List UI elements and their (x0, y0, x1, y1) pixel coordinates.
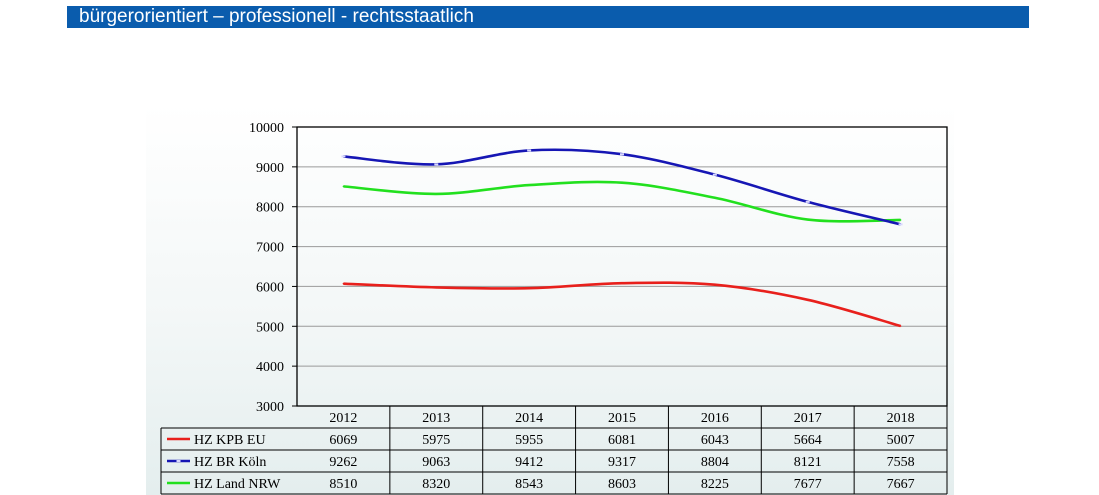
legend-label: HZ KPB EU (194, 433, 266, 448)
data-label: 9412 (515, 455, 543, 470)
x-tick-label: 2017 (794, 411, 822, 426)
series-line (343, 281, 901, 328)
plot-border (296, 126, 948, 407)
data-label: 8543 (515, 477, 543, 492)
x-tick-label: 2014 (515, 411, 543, 426)
series-line (343, 180, 901, 223)
data-point (899, 219, 902, 221)
data-label: 5664 (794, 433, 822, 448)
y-tick-label: 7000 (256, 241, 284, 256)
data-label: 8510 (329, 477, 357, 492)
y-tick-label: 8000 (256, 201, 284, 216)
y-axis-ticks: 3000 4000 5000 6000 7000 8000 9000 10000 (249, 121, 297, 415)
data-point (528, 184, 530, 186)
data-label: 9262 (329, 455, 357, 470)
plot-frame (296, 126, 948, 407)
header-bar: bürgerorientiert – professionell - recht… (67, 6, 1029, 28)
data-point (620, 153, 624, 156)
x-tick-label: 2018 (887, 411, 915, 426)
data-label: 7667 (887, 477, 915, 492)
legend-marker (176, 460, 181, 462)
data-point (435, 286, 438, 289)
data-point (342, 185, 345, 188)
data-point (342, 282, 345, 285)
data-label: 5975 (422, 433, 450, 448)
data-table: 2012 2013 2014 2015 2016 2017 2018 HZ KPB EU 606… (160, 406, 948, 495)
data-label: 9063 (422, 455, 450, 470)
data-point (714, 196, 716, 199)
data-point (714, 283, 716, 286)
data-point (712, 173, 717, 176)
y-tick-label: 6000 (256, 280, 284, 295)
data-label: 6081 (608, 433, 636, 448)
legend-label: HZ Land NRW (194, 477, 281, 492)
y-tick-label: 10000 (249, 121, 284, 136)
data-label: 5007 (887, 433, 915, 448)
data-point (341, 155, 346, 158)
data-point (434, 163, 439, 166)
data-label: 5955 (515, 433, 543, 448)
data-label: 6043 (701, 433, 729, 448)
grid-lines (297, 166, 947, 367)
data-point (435, 193, 438, 195)
x-tick-label: 2012 (329, 411, 357, 426)
series-line (343, 148, 901, 226)
data-label: 9317 (608, 455, 636, 470)
x-tick-label: 2015 (608, 411, 636, 426)
data-point (528, 287, 530, 290)
data-point (805, 200, 810, 203)
data-point (621, 181, 623, 184)
data-label: 8225 (701, 477, 729, 492)
data-label: 8804 (701, 455, 729, 470)
data-label: 8320 (422, 477, 450, 492)
data-label: 7558 (887, 455, 915, 470)
data-point (806, 299, 809, 301)
data-point (621, 282, 623, 285)
y-tick-label: 9000 (256, 161, 284, 176)
data-point (806, 218, 809, 221)
data-label: 6069 (329, 433, 357, 448)
data-point (527, 149, 532, 152)
x-tick-label: 2016 (701, 411, 729, 426)
y-tick-label: 3000 (256, 400, 284, 415)
data-label: 8121 (794, 455, 822, 470)
data-point (898, 223, 903, 226)
series-lines (341, 148, 903, 328)
x-tick-label: 2013 (422, 411, 450, 426)
y-tick-label: 4000 (256, 360, 284, 375)
data-label: 8603 (608, 477, 636, 492)
data-label: 7677 (794, 477, 822, 492)
legend-label: HZ BR Köln (194, 455, 266, 470)
data-point (899, 325, 902, 327)
page-title: bürgerorientiert – professionell - recht… (79, 6, 474, 27)
chart-panel (146, 104, 954, 495)
y-tick-label: 5000 (256, 320, 284, 335)
